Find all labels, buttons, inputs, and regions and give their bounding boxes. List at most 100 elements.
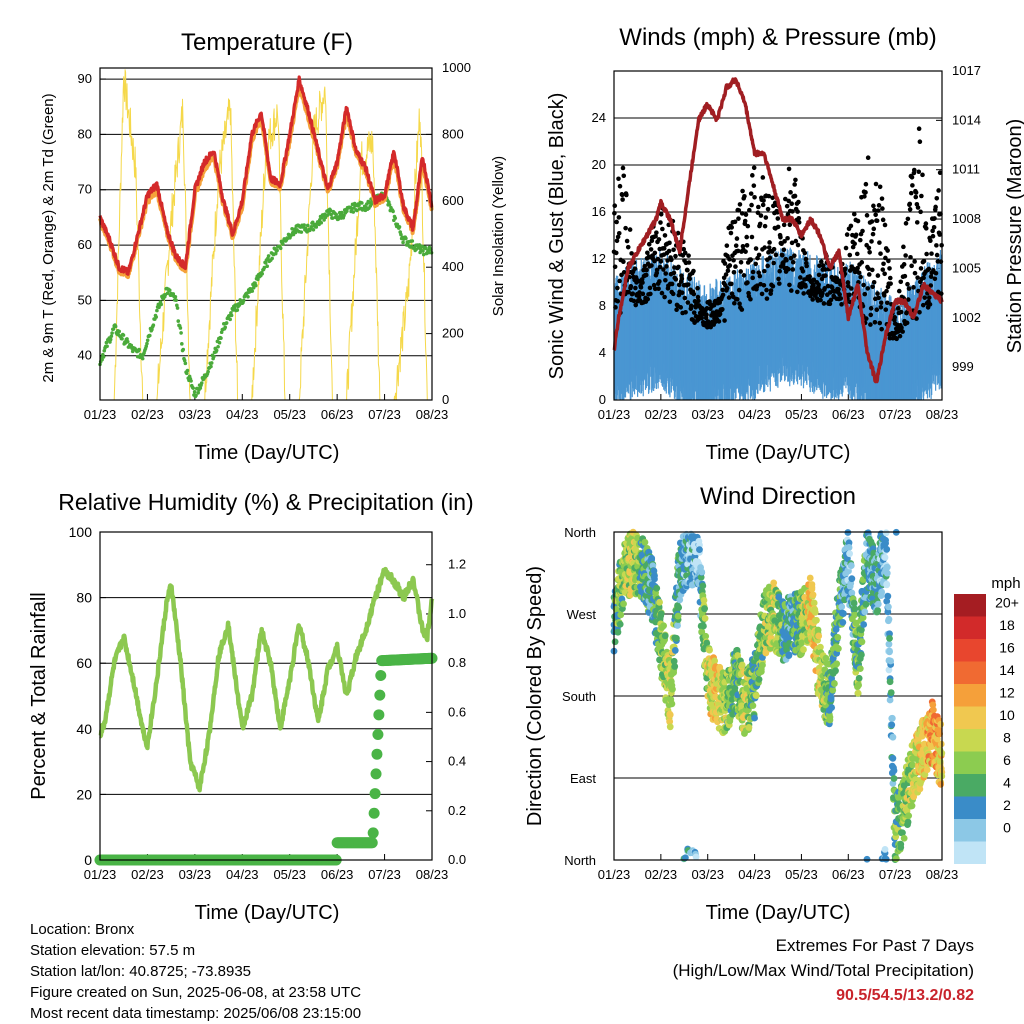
gust-point: [648, 291, 653, 297]
precip-point: [369, 788, 381, 800]
gust-point: [822, 286, 827, 291]
humidity-panel: Relative Humidity (%) & Precipitation (i…: [28, 489, 474, 924]
gust-point: [892, 315, 898, 320]
gust-point: [788, 255, 794, 261]
gust-point: [658, 220, 663, 225]
direction-point: [832, 667, 839, 675]
gust-point: [810, 297, 815, 302]
dewpoint-point: [181, 347, 186, 352]
y-tick-label: 60: [76, 655, 92, 671]
gust-point: [749, 234, 755, 240]
direction-point: [738, 661, 746, 669]
direction-point: [745, 724, 753, 731]
dewpoint-point: [260, 271, 265, 276]
gust-point: [624, 192, 629, 198]
dewpoint-point: [178, 326, 183, 330]
gust-point: [758, 213, 764, 218]
gust-point: [657, 279, 662, 284]
direction-point: [882, 529, 890, 537]
dewpoint-point: [219, 336, 223, 340]
gust-point: [845, 280, 851, 285]
dewpoint-point: [241, 298, 246, 303]
gust-point: [737, 202, 743, 207]
gust-point: [666, 248, 672, 254]
gust-point: [919, 193, 924, 199]
gust-point: [888, 281, 893, 286]
gust-point: [851, 211, 857, 217]
dewpoint-point: [217, 340, 222, 345]
dewpoint-point: [175, 303, 179, 308]
direction-point: [653, 584, 661, 592]
y2-tick-label: 0: [442, 392, 449, 407]
gust-point: [786, 198, 791, 204]
gust-point: [918, 266, 924, 271]
y-tick-label: 70: [78, 182, 92, 197]
gust-point: [613, 250, 619, 256]
dewpoint-point: [189, 379, 193, 383]
gust-point: [873, 212, 878, 218]
direction-point: [666, 711, 674, 719]
gust-point: [738, 269, 744, 274]
y-tick-label: 50: [78, 292, 92, 307]
gust-point: [862, 194, 867, 199]
y2-tick-label: 200: [442, 326, 464, 341]
x-tick-label: 06/23: [321, 867, 354, 882]
gust-point: [902, 273, 908, 279]
direction-point: [711, 657, 719, 665]
gust-point: [820, 263, 826, 268]
dewpoint-point: [206, 369, 210, 374]
gust-point: [931, 224, 937, 230]
gust-point: [723, 272, 729, 277]
direction-point: [656, 656, 663, 664]
gust-point: [866, 245, 872, 251]
direction-point: [881, 554, 889, 561]
gust-point: [789, 288, 794, 293]
dewpoint-point: [387, 203, 392, 207]
gust-point: [870, 231, 876, 237]
wind-ylabel: Sonic Wind & Gust (Blue, Black): [546, 93, 568, 380]
gust-point: [880, 267, 886, 272]
x-tick-label: 01/23: [598, 867, 631, 882]
dewpoint-point: [175, 306, 180, 310]
gust-point: [742, 193, 747, 199]
direction-point: [700, 597, 708, 604]
gust-point: [913, 190, 919, 195]
gust-point: [633, 285, 638, 291]
direction-point: [675, 604, 683, 611]
gust-point: [821, 301, 827, 306]
dewpoint-point: [254, 283, 258, 288]
gust-point: [732, 300, 737, 306]
gust-point: [623, 225, 628, 231]
gust-point: [876, 203, 882, 208]
gust-point: [727, 256, 732, 262]
x-tick-label: 03/23: [691, 407, 724, 422]
dewpoint-point: [174, 298, 178, 302]
dewpoint-point: [173, 294, 178, 299]
direction-point: [759, 661, 766, 669]
y2-tick-label: 999: [952, 359, 974, 374]
temperature-y2label: Solar Insolation (Yellow): [490, 156, 507, 316]
gust-point: [811, 277, 817, 283]
y-tick-label: 40: [76, 721, 92, 737]
gust-point: [859, 260, 865, 265]
x-tick-label: 02/23: [645, 867, 678, 882]
gust-point: [731, 257, 736, 263]
y2-tick-label: 1014: [952, 112, 981, 127]
gust-point: [863, 181, 869, 187]
direction-point: [858, 651, 865, 659]
gust-point: [782, 239, 787, 244]
dewpoint-point: [199, 381, 204, 385]
gust-point: [877, 240, 882, 245]
gust-point: [934, 243, 939, 248]
dewpoint-point: [360, 201, 364, 205]
gust-point: [898, 309, 904, 315]
gust-point: [703, 315, 709, 321]
gust-point: [747, 207, 752, 213]
direction-point: [734, 652, 742, 659]
precip-point: [368, 807, 380, 819]
gust-point: [880, 206, 885, 211]
direction-point: [657, 610, 665, 618]
dewpoint-point: [342, 213, 346, 218]
direction-point: [757, 668, 765, 675]
dewpoint-point: [159, 302, 163, 307]
